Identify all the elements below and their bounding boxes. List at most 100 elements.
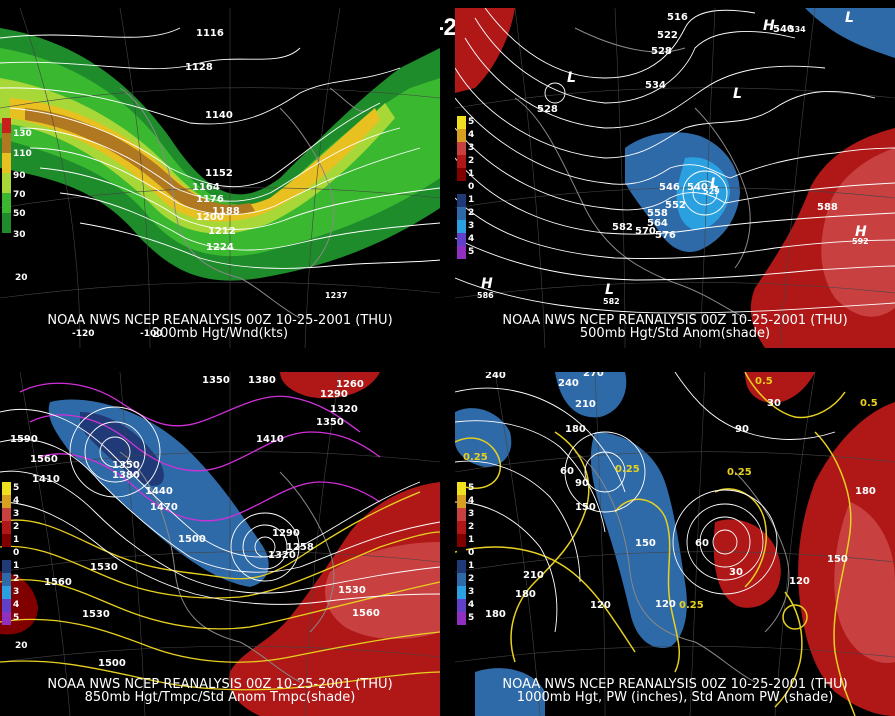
contour-label: 586 bbox=[477, 291, 494, 300]
contour-label: 1350 bbox=[202, 375, 230, 386]
contour-label: 150 bbox=[827, 554, 848, 565]
contour-labels-500mb: 516 522 528 534 540 528 534 540 546 552 … bbox=[477, 12, 869, 306]
height-contours bbox=[0, 27, 440, 269]
contour-label: 1237 bbox=[325, 291, 347, 300]
low-marker: L bbox=[605, 282, 614, 298]
contour-label: 552 bbox=[665, 200, 686, 211]
contour-label: 1164 bbox=[192, 182, 220, 193]
anom-pos-east-2 bbox=[325, 542, 440, 639]
contour-label: 1200 bbox=[196, 212, 224, 223]
contour-label: 528 bbox=[537, 104, 558, 115]
contour-label: 1128 bbox=[185, 62, 213, 73]
low-marker: L bbox=[845, 10, 854, 26]
legend-anomaly: 5 4 3 2 1 0 1 2 3 4 5 bbox=[457, 116, 497, 262]
contour-label: 522 bbox=[657, 30, 678, 41]
pw-contours bbox=[455, 372, 856, 716]
contour-label: 1224 bbox=[206, 242, 234, 253]
contour-label: 582 bbox=[603, 297, 620, 306]
height-contours bbox=[0, 406, 440, 605]
caption-line2: 850mb Hgt/Tmpc/Std Anom Tmpc(shade) bbox=[84, 690, 356, 705]
contour-label: 60 bbox=[560, 466, 574, 477]
anom-pos-nw bbox=[455, 8, 515, 93]
contour-label: 1176 bbox=[196, 194, 224, 205]
contour-label: 1560 bbox=[30, 454, 58, 465]
pw-label: 0.5 bbox=[755, 376, 773, 387]
pw-pos-ne bbox=[745, 372, 815, 403]
panel-1000mb-map: 240 240 270 210 180 150 120 90 60 30 150… bbox=[455, 372, 895, 716]
contour-label: 546 bbox=[659, 182, 680, 193]
contour-label: 1320 bbox=[268, 550, 296, 561]
low-marker: L bbox=[733, 86, 742, 102]
contour-label: 588 bbox=[817, 202, 838, 213]
panel-500mb: 516 522 528 534 540 528 534 540 546 552 … bbox=[455, 8, 895, 348]
contour-label: 120 bbox=[590, 600, 611, 611]
contour-label: 529 bbox=[703, 187, 720, 196]
contour-label: 540 bbox=[773, 24, 794, 35]
contour-label: 1410 bbox=[32, 474, 60, 485]
contour-labels-850mb: 1350 1380 1320 1260 1290 1350 1410 1440 … bbox=[10, 375, 380, 669]
contour-label: 592 bbox=[852, 237, 869, 246]
contour-label: 1258 bbox=[286, 542, 314, 553]
contour-label: 570 bbox=[635, 226, 656, 237]
contour-label: 1380 bbox=[248, 375, 276, 386]
contour-label: 150 bbox=[635, 538, 656, 549]
contour-label: 1470 bbox=[150, 502, 178, 513]
height-contours bbox=[455, 372, 836, 633]
contour-label: 1590 bbox=[10, 434, 38, 445]
pw-neg-north bbox=[555, 372, 627, 418]
contour-label: 180 bbox=[515, 589, 536, 600]
pw-pos-gulf bbox=[713, 519, 781, 608]
contour-label: 1530 bbox=[90, 562, 118, 573]
lat-label: 20 bbox=[15, 273, 28, 283]
height-contours bbox=[455, 8, 895, 314]
contour-label: 1530 bbox=[338, 585, 366, 596]
panel-850mb: 1350 1380 1320 1260 1290 1350 1410 1440 … bbox=[0, 372, 440, 716]
graticule bbox=[455, 8, 895, 348]
contour-label: 1140 bbox=[205, 110, 233, 121]
pw-label: 0.25 bbox=[615, 464, 640, 475]
anom-neg-west-2 bbox=[80, 412, 164, 486]
contour-label: 564 bbox=[647, 218, 668, 229]
caption-line1: NOAA NWS NCEP REANALYSIS 00Z 10-25-2001 … bbox=[47, 313, 393, 328]
contour-label: 528 bbox=[651, 46, 672, 57]
lat-label: 20 bbox=[15, 641, 28, 651]
legend-pw-anomaly: 5 4 3 2 1 0 1 2 3 4 5 bbox=[457, 482, 497, 628]
contour-label: 582 bbox=[612, 222, 633, 233]
contour-label: 1530 bbox=[82, 609, 110, 620]
contour-label: 270 bbox=[583, 372, 604, 379]
contour-label: 1380 bbox=[112, 470, 140, 481]
contour-label: 1350 bbox=[112, 460, 140, 471]
contour-label: 540 bbox=[687, 182, 708, 193]
jet-band-4 bbox=[10, 98, 380, 222]
graticule bbox=[0, 8, 440, 348]
contour-label: 1152 bbox=[205, 168, 233, 179]
contour-label: 1500 bbox=[178, 534, 206, 545]
caption-line1: NOAA NWS NCEP REANALYSIS 00Z 10-25-2001 … bbox=[502, 313, 848, 328]
contour-label: 1116 bbox=[196, 28, 224, 39]
pw-pos-east-2 bbox=[834, 502, 895, 663]
pw-neg-west bbox=[455, 408, 512, 467]
legend-wind: 130 110 90 70 50 30 bbox=[2, 118, 42, 248]
contour-labels-200mb: 1116 1128 1140 1152 1164 1176 1188 1200 … bbox=[15, 28, 347, 339]
contour-label: 1290 bbox=[272, 528, 300, 539]
contour-label: 1290 bbox=[320, 389, 348, 400]
lon-label: -100 bbox=[140, 329, 163, 339]
contour-label: 534 bbox=[645, 80, 666, 91]
contour-label: 1560 bbox=[352, 608, 380, 619]
graticule bbox=[0, 372, 440, 716]
pw-label: 0.5 bbox=[860, 398, 878, 409]
contour-label: 1320 bbox=[330, 404, 358, 415]
contour-label: 180 bbox=[855, 486, 876, 497]
panel-1000mb: 240 240 270 210 180 150 120 90 60 30 150… bbox=[455, 372, 895, 716]
caption-line2: 1000mb Hgt, PW (inches), Std Anom PW (sh… bbox=[516, 690, 834, 705]
contour-label: 210 bbox=[575, 399, 596, 410]
contour-label: 180 bbox=[565, 424, 586, 435]
contour-label: 1212 bbox=[208, 226, 236, 237]
contour-label: 1560 bbox=[44, 577, 72, 588]
contour-label: 150 bbox=[575, 502, 596, 513]
contour-label: 1188 bbox=[212, 206, 240, 217]
contour-label: 240 bbox=[558, 378, 579, 389]
high-marker: H bbox=[481, 276, 493, 292]
contour-label: 120 bbox=[655, 599, 676, 610]
contour-label: 240 bbox=[485, 372, 506, 381]
